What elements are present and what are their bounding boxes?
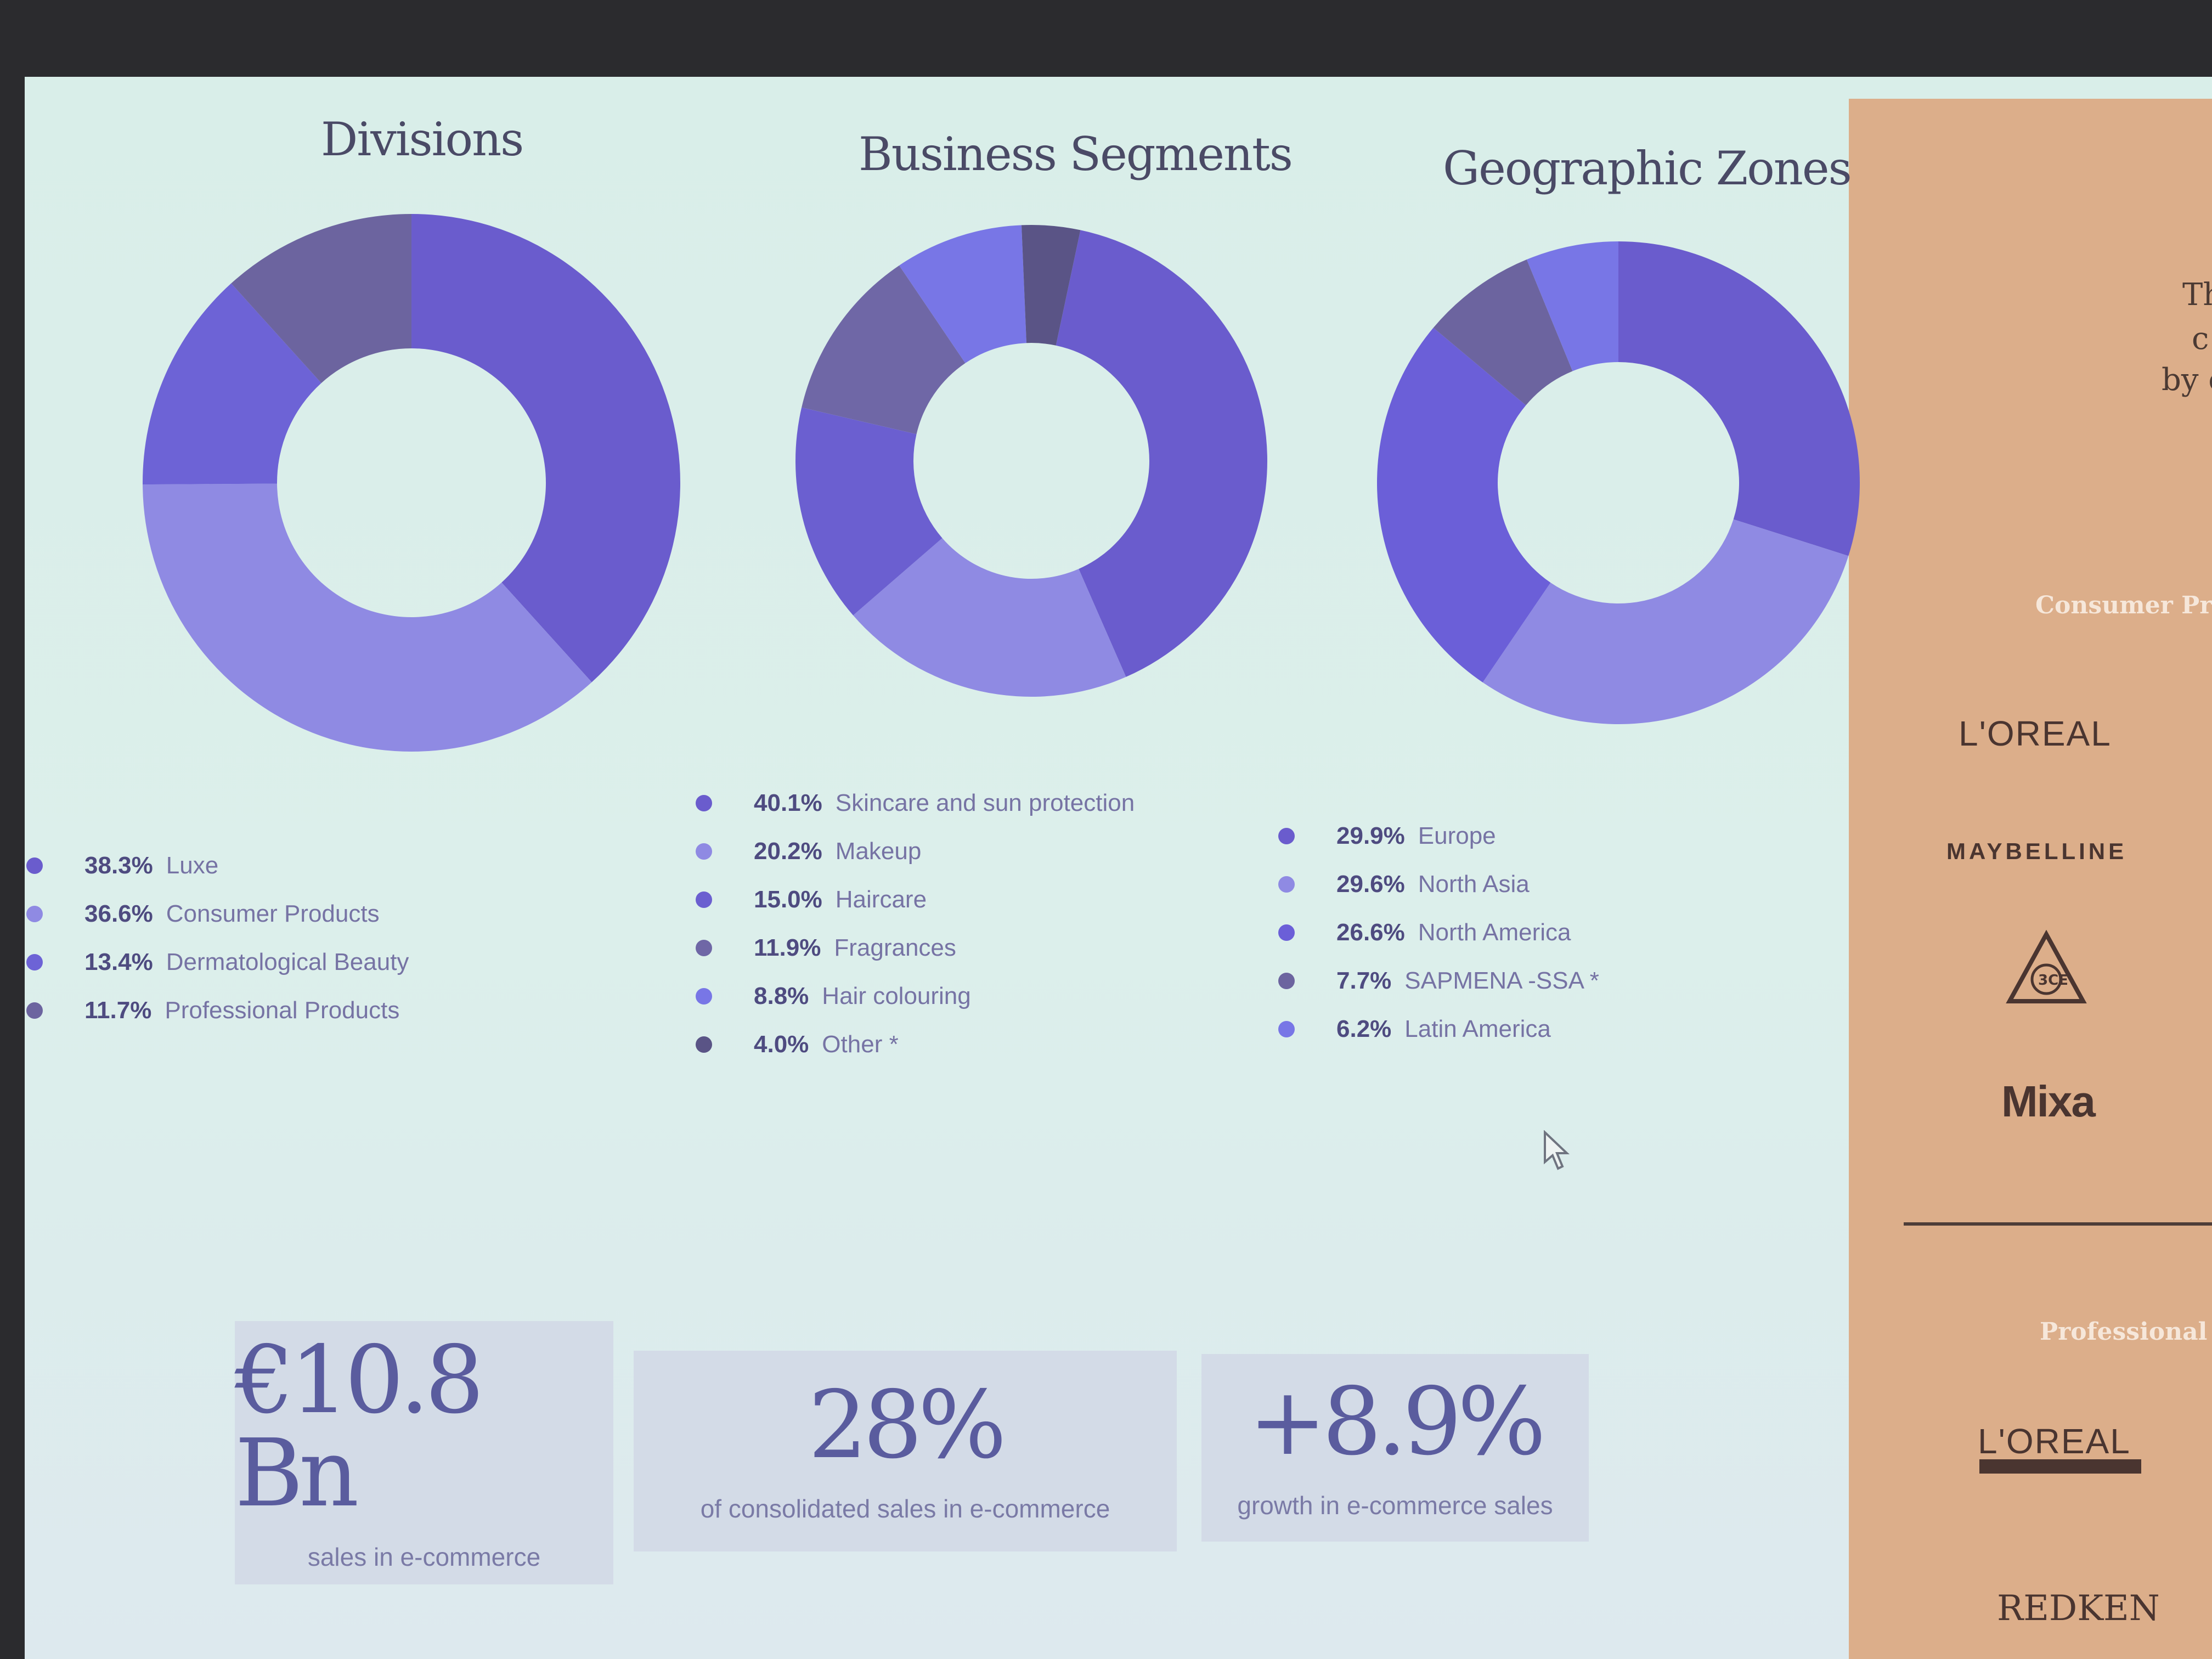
- stat-ecommerce-share: 28% of consolidated sales in e-commerce: [634, 1351, 1177, 1551]
- business-segments-title: Business Segments: [859, 127, 1293, 181]
- brand-mixa: Mixa: [2001, 1077, 2096, 1126]
- legend-item: 7.7% SAPMENA -SSA *: [1278, 957, 1599, 1005]
- legend-dot-icon: [26, 954, 43, 970]
- business-segments-legend: 40.1% Skincare and sun protection 20.2% Mak…: [696, 779, 1135, 1069]
- brands-side-panel: [1849, 99, 2212, 1659]
- stat-value: +8.9%: [1248, 1368, 1546, 1476]
- legend-label: Other *: [822, 1031, 899, 1058]
- legend-label: Professional Products: [165, 997, 400, 1024]
- brand-redken: REDKEN: [1997, 1588, 2160, 1629]
- legend-item: 26.6% North America: [1278, 909, 1599, 957]
- legend-value: 11.9%: [754, 934, 821, 961]
- stat-value: €10.8 Bn: [235, 1326, 484, 1528]
- divisions-title: Divisions: [321, 112, 524, 166]
- geographic-zones-legend: 29.9% Europe 29.6% North Asia 26.6% North Ame…: [1278, 812, 1599, 1053]
- stat-ecommerce-sales: €10.8 Bn sales in e-commerce: [235, 1321, 613, 1584]
- legend-dot-icon: [1278, 973, 1295, 989]
- legend-dot-icon: [26, 906, 43, 922]
- brand-loreal-professionnel: L'OREAL: [1978, 1421, 2131, 1461]
- legend-label: Fragrances: [834, 934, 956, 961]
- legend-dot-icon: [696, 1036, 712, 1053]
- legend-value: 29.9%: [1336, 822, 1405, 849]
- legend-item: 11.9% Fragrances: [696, 924, 1135, 972]
- legend-item: 40.1% Skincare and sun protection: [696, 779, 1135, 827]
- legend-dot-icon: [1278, 828, 1295, 844]
- legend-item: 38.3% Luxe: [26, 842, 409, 890]
- legend-item: 29.9% Europe: [1278, 812, 1599, 860]
- loreal-professionnel-bar: [1979, 1459, 2141, 1474]
- legend-value: 4.0%: [754, 1031, 809, 1058]
- legend-label: Latin America: [1404, 1015, 1551, 1042]
- geographic-zones-title: Geographic Zones: [1443, 142, 1852, 195]
- stat-ecommerce-growth: +8.9% growth in e-commerce sales: [1201, 1354, 1589, 1542]
- legend-dot-icon: [26, 1002, 43, 1019]
- legend-value: 29.6%: [1336, 871, 1405, 898]
- legend-label: Dermatological Beauty: [166, 949, 409, 975]
- legend-dot-icon: [696, 891, 712, 908]
- brand-loreal-paris: L'OREAL: [1959, 714, 2112, 753]
- 3ce-logo-icon: 3CE: [2006, 930, 2087, 1003]
- legend-label: North Asia: [1418, 871, 1530, 898]
- legend-item: 29.6% North Asia: [1278, 860, 1599, 909]
- side-panel-divider: [1904, 1222, 2212, 1226]
- legend-item: 20.2% Makeup: [696, 827, 1135, 876]
- side-text-line-1: Th: [2182, 277, 2212, 313]
- legend-label: Europe: [1418, 822, 1496, 849]
- legend-dot-icon: [696, 843, 712, 860]
- legend-value: 7.7%: [1336, 967, 1392, 994]
- legend-dot-icon: [696, 988, 712, 1005]
- legend-label: Luxe: [166, 852, 219, 879]
- mouse-cursor-icon: [1544, 1130, 1570, 1170]
- legend-label: SAPMENA -SSA *: [1404, 967, 1599, 994]
- legend-dot-icon: [696, 940, 712, 956]
- brand-maybelline: MAYBELLINE: [1946, 838, 2128, 864]
- legend-value: 40.1%: [754, 789, 822, 816]
- legend-item: 11.7% Professional Products: [26, 986, 409, 1035]
- stat-value: 28%: [808, 1371, 1007, 1480]
- legend-value: 13.4%: [84, 949, 153, 975]
- side-text-line-3: by c: [2162, 362, 2212, 398]
- legend-dot-icon: [26, 857, 43, 874]
- legend-value: 8.8%: [754, 983, 809, 1009]
- legend-label: Hair colouring: [822, 983, 971, 1009]
- legend-value: 6.2%: [1336, 1015, 1392, 1042]
- professional-products-heading: Professional: [2040, 1318, 2208, 1346]
- stat-label: of consolidated sales in e-commerce: [700, 1494, 1110, 1523]
- stat-label: growth in e-commerce sales: [1237, 1491, 1553, 1520]
- legend-value: 36.6%: [84, 900, 153, 927]
- legend-label: North America: [1418, 919, 1571, 946]
- legend-value: 20.2%: [754, 838, 822, 865]
- legend-item: 6.2% Latin America: [1278, 1005, 1599, 1053]
- legend-label: Makeup: [835, 838, 922, 865]
- legend-value: 26.6%: [1336, 919, 1405, 946]
- legend-dot-icon: [1278, 924, 1295, 941]
- legend-value: 38.3%: [84, 852, 153, 879]
- legend-item: 15.0% Haircare: [696, 876, 1135, 924]
- stat-label: sales in e-commerce: [307, 1543, 541, 1571]
- legend-dot-icon: [1278, 1021, 1295, 1037]
- legend-item: 8.8% Hair colouring: [696, 972, 1135, 1020]
- legend-label: Consumer Products: [166, 900, 380, 927]
- legend-dot-icon: [1278, 876, 1295, 893]
- legend-label: Skincare and sun protection: [835, 789, 1135, 816]
- consumer-products-heading: Consumer Pr: [2035, 591, 2212, 619]
- legend-value: 11.7%: [84, 997, 152, 1024]
- divisions-legend: 38.3% Luxe 36.6% Consumer Products 13.4% Derm…: [26, 842, 409, 1035]
- legend-item: 36.6% Consumer Products: [26, 890, 409, 938]
- legend-label: Haircare: [835, 886, 927, 913]
- 3ce-logo-text: 3CE: [2038, 972, 2068, 989]
- legend-item: 4.0% Other *: [696, 1020, 1135, 1069]
- legend-dot-icon: [696, 795, 712, 811]
- side-text-line-2: c: [2192, 321, 2209, 357]
- legend-value: 15.0%: [754, 886, 822, 913]
- legend-item: 13.4% Dermatological Beauty: [26, 938, 409, 986]
